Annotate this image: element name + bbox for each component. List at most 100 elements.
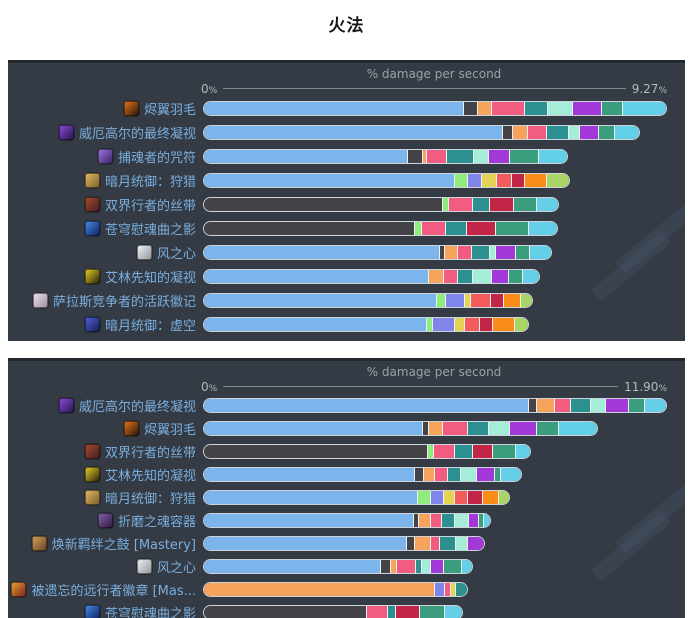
bar-segment-teal[interactable]	[466, 422, 489, 435]
bar-segment-ygreen[interactable]	[497, 491, 509, 504]
dps-bar[interactable]	[203, 244, 552, 260]
bar-segment-yellow[interactable]	[449, 583, 456, 596]
bar-segment-pink[interactable]	[429, 537, 440, 550]
bar-segment-dark[interactable]	[502, 125, 512, 139]
bar-segment-mint[interactable]	[567, 125, 580, 139]
bar-segment-mint[interactable]	[453, 514, 469, 527]
bar-segment-pink[interactable]	[425, 149, 446, 163]
item-label[interactable]: 烬翼羽毛	[143, 102, 196, 118]
item-label[interactable]: 折磨之魂容器	[117, 515, 196, 530]
bar-segment-blue[interactable]	[204, 269, 428, 283]
bar-segment-lgreen[interactable]	[417, 491, 431, 504]
bar-segment-teal[interactable]	[523, 101, 547, 115]
dps-bar[interactable]	[203, 582, 468, 597]
bar-segment-crimson[interactable]	[472, 445, 492, 458]
bar-segment-blue[interactable]	[204, 537, 406, 550]
bar-segment-teal[interactable]	[546, 125, 568, 139]
bar-segment-teal[interactable]	[471, 245, 490, 259]
bar-segment-blue[interactable]	[204, 399, 528, 412]
bar-segment-teal[interactable]	[454, 445, 473, 458]
dps-bar[interactable]	[203, 605, 464, 618]
bar-segment-ygreen[interactable]	[514, 317, 528, 331]
bar-segment-teal[interactable]	[439, 537, 456, 550]
bar-segment-orange[interactable]	[422, 468, 435, 481]
bar-segment-seagreen[interactable]	[600, 101, 623, 115]
bar-segment-mint[interactable]	[472, 149, 489, 163]
item-label[interactable]: 威厄高尔的最终凝视	[78, 126, 196, 142]
bar-segment-crimson[interactable]	[511, 173, 524, 187]
bar-segment-salmon[interactable]	[495, 173, 512, 187]
bar-segment-salmon[interactable]	[454, 491, 467, 504]
dps-bar[interactable]	[203, 268, 540, 284]
bar-segment-pink[interactable]	[443, 583, 450, 596]
bar-segment-seagreen[interactable]	[513, 197, 536, 211]
item-label[interactable]: 暗月统御：狩猎	[104, 492, 196, 507]
bar-segment-orange[interactable]	[422, 149, 426, 163]
bar-segment-dark[interactable]	[405, 537, 414, 550]
bar-segment-periwinkle[interactable]	[445, 293, 464, 307]
bar-segment-dark[interactable]	[421, 422, 428, 435]
bar-segment-orange[interactable]	[535, 399, 554, 412]
bar-segment-orange[interactable]	[443, 245, 458, 259]
bar-segment-seagreen[interactable]	[508, 269, 523, 283]
bar-segment-lgreen[interactable]	[454, 173, 468, 187]
bar-segment-mint[interactable]	[459, 468, 476, 481]
bar-segment-blue[interactable]	[204, 173, 455, 187]
bar-segment-yellow[interactable]	[463, 293, 470, 307]
dps-bar[interactable]	[203, 148, 569, 164]
bar-segment-seagreen[interactable]	[515, 245, 530, 259]
bar-segment-salmon[interactable]	[464, 317, 480, 331]
item-label[interactable]: 双界行者的丝带	[104, 446, 196, 461]
bar-segment-orange[interactable]	[511, 125, 528, 139]
bar-segment-blue[interactable]	[204, 514, 413, 527]
bar-segment-dark[interactable]	[380, 560, 390, 573]
bar-segment-blue[interactable]	[204, 560, 381, 573]
bar-segment-orange2[interactable]	[523, 173, 547, 187]
bar-segment-periwinkle[interactable]	[434, 583, 444, 596]
bar-segment-skyblue[interactable]	[644, 399, 666, 412]
bar-segment-skyblue[interactable]	[528, 221, 557, 235]
bar-segment-seagreen[interactable]	[508, 149, 538, 163]
bar-segment-orange[interactable]	[204, 583, 435, 596]
bar-segment-dark[interactable]	[438, 245, 444, 259]
dps-bar[interactable]	[203, 172, 570, 188]
bar-segment-teal[interactable]	[455, 583, 467, 596]
item-label[interactable]: 暗月统御：狩猎	[104, 174, 196, 190]
bar-segment-pink[interactable]	[443, 269, 458, 283]
bar-segment-blue[interactable]	[204, 293, 436, 307]
bar-segment-skyblue[interactable]	[557, 422, 597, 435]
bar-segment-pink[interactable]	[457, 245, 471, 259]
bar-segment-blue[interactable]	[204, 491, 418, 504]
bar-segment-purple[interactable]	[604, 399, 628, 412]
bar-segment-dark[interactable]	[406, 149, 423, 163]
bar-segment-seagreen[interactable]	[494, 221, 529, 235]
bar-segment-seagreen[interactable]	[419, 606, 444, 618]
bar-segment-ygreen[interactable]	[546, 173, 569, 187]
bar-segment-orange2[interactable]	[491, 317, 515, 331]
bar-segment-ygreen[interactable]	[519, 293, 533, 307]
bar-segment-teal[interactable]	[441, 514, 454, 527]
item-label[interactable]: 艾林先知的凝视	[104, 270, 196, 286]
bar-segment-purple[interactable]	[488, 149, 509, 163]
bar-segment-blue[interactable]	[204, 245, 439, 259]
dps-bar[interactable]	[203, 398, 667, 413]
bar-segment-dark[interactable]	[204, 197, 442, 211]
dps-bar[interactable]	[203, 100, 667, 116]
bar-segment-purple[interactable]	[571, 101, 601, 115]
bar-segment-pink[interactable]	[432, 445, 455, 458]
item-label[interactable]: 风之心	[156, 246, 196, 262]
item-label[interactable]: 苍穹慰魂曲之影	[104, 607, 196, 618]
dps-bar[interactable]	[203, 559, 473, 574]
dps-bar[interactable]	[203, 467, 522, 482]
item-label[interactable]: 被遗忘的远行者徽章 [Mas...	[31, 584, 196, 599]
bar-segment-periwinkle[interactable]	[431, 317, 455, 331]
dps-bar[interactable]	[203, 490, 510, 505]
bar-segment-seagreen[interactable]	[627, 399, 645, 412]
bar-segment-pink[interactable]	[553, 399, 571, 412]
bar-segment-mint[interactable]	[420, 560, 431, 573]
bar-segment-dark[interactable]	[204, 445, 427, 458]
item-label[interactable]: 艾林先知的凝视	[104, 469, 196, 484]
bar-segment-orange[interactable]	[418, 514, 430, 527]
bar-segment-yellow[interactable]	[454, 317, 465, 331]
bar-segment-lgreen[interactable]	[441, 197, 448, 211]
